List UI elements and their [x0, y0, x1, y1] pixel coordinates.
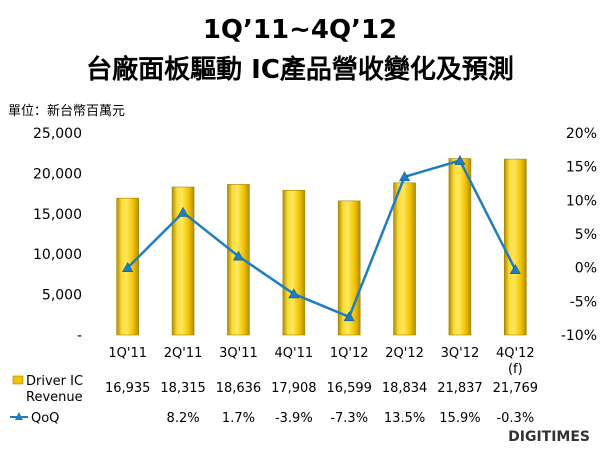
left-tick-label: 20,000	[33, 166, 82, 182]
x-tick-label: 4Q'12	[496, 346, 535, 361]
table-qoq-value: -3.9%	[275, 411, 313, 426]
qoq-series	[122, 154, 521, 322]
left-axis: - 5,000 10,000 15,000 20,000 25,000	[33, 126, 82, 344]
table-qoq-value: 13.5%	[384, 411, 425, 426]
bar-3Q'12	[448, 158, 472, 336]
qoq-point-3Q'12	[454, 154, 466, 165]
table-qoq-value: 1.7%	[222, 411, 255, 426]
legend-bar-name-line2: Revenue	[26, 390, 83, 405]
right-tick-label: 15%	[566, 160, 597, 176]
right-axis: -10% -5% 0% 5% 10% 15% 20%	[561, 126, 597, 344]
table-qoq-value: -7.3%	[330, 411, 368, 426]
x-tick-label: 4Q'11	[275, 346, 314, 361]
digitimes-logo: DIGITIMES	[508, 429, 590, 445]
left-tick-label: 5,000	[42, 288, 82, 304]
unit-label: 單位：新台幣百萬元	[8, 103, 125, 119]
bar-series	[116, 158, 527, 336]
bar-4Q'11	[282, 190, 306, 336]
table-revenue-value: 21,769	[493, 381, 539, 396]
x-tick-label: 3Q'12	[441, 346, 480, 361]
table-qoq-value: 15.9%	[439, 411, 480, 426]
table-revenue-value: 18,315	[160, 381, 206, 396]
right-tick-label: 20%	[566, 126, 597, 142]
legend-line-marker	[15, 412, 23, 420]
bar-2Q'12	[393, 182, 416, 336]
table-revenue-value: 18,834	[382, 381, 428, 396]
legend-qoq-name: QoQ	[31, 411, 59, 426]
x-tick-note: (f)	[508, 362, 523, 377]
table-revenue-value: 18,636	[216, 381, 262, 396]
table-revenue-value: 17,908	[271, 381, 317, 396]
x-axis-labels: 1Q'11 2Q'11 3Q'11 4Q'11 1Q'12 2Q'12 3Q'12 4Q'12…	[108, 346, 534, 377]
qoq-point-2Q'11	[177, 206, 189, 217]
qoq-point-4Q'11	[288, 288, 300, 299]
table-revenue-value: 16,599	[326, 381, 372, 396]
left-tick-label: 10,000	[33, 247, 82, 263]
legend-bar-swatch	[12, 375, 24, 385]
x-tick-label: 1Q'12	[330, 346, 369, 361]
x-tick-label: 2Q'11	[164, 346, 203, 361]
right-tick-label: 0%	[575, 261, 597, 277]
chart-title: 1Q’11~4Q’12	[203, 15, 397, 45]
x-tick-label: 1Q'11	[108, 346, 147, 361]
table-qoq-value: 8.2%	[167, 411, 200, 426]
qoq-point-3Q'11	[232, 250, 244, 261]
qoq-line	[126, 159, 517, 319]
right-tick-label: -5%	[570, 294, 597, 310]
right-tick-label: 10%	[566, 193, 597, 209]
qoq-point-1Q'11	[122, 262, 134, 272]
left-tick-label: -	[77, 328, 82, 344]
right-tick-label: 5%	[575, 227, 597, 243]
chart-subtitle: 台廠面板驅動 IC產品營收變化及預測	[86, 54, 514, 85]
x-tick-label: 2Q'12	[385, 346, 424, 361]
qoq-point-4Q'12	[509, 264, 521, 274]
legend-bar-name-line1: Driver IC	[26, 374, 83, 389]
left-tick-label: 25,000	[33, 126, 82, 142]
bar-4Q'12	[504, 158, 527, 336]
right-tick-label: -10%	[561, 328, 597, 344]
x-tick-label: 3Q'11	[219, 346, 258, 361]
table-revenue-value: 21,837	[437, 381, 483, 396]
left-tick-label: 15,000	[33, 207, 82, 223]
brand-logo: DIGITIMES	[508, 429, 590, 445]
qoq-point-2Q'12	[399, 171, 411, 182]
bar-2Q'11	[171, 186, 195, 336]
table-revenue-value: 16,935	[105, 381, 151, 396]
table-qoq-value: -0.3%	[496, 411, 534, 426]
qoq-point-1Q'12	[343, 311, 355, 322]
